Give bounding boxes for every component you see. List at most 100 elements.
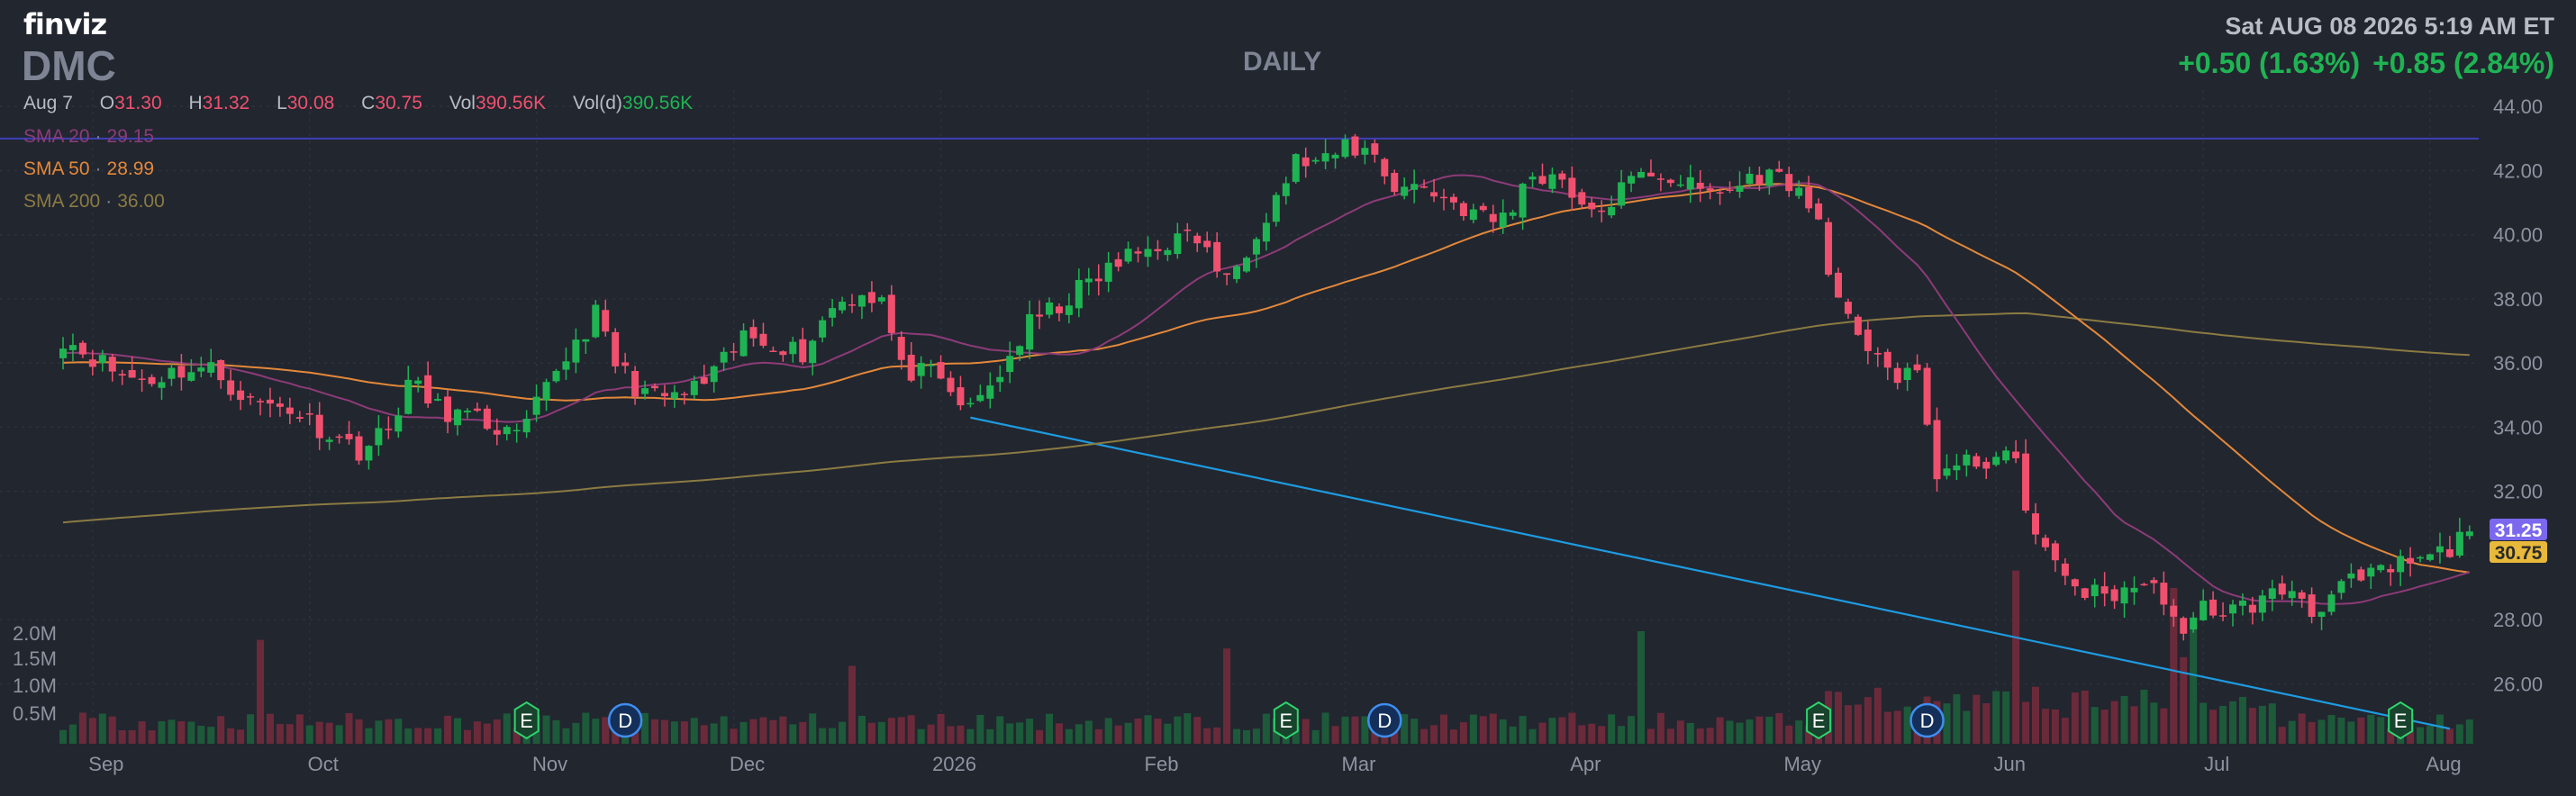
- candle-body: [1854, 316, 1862, 335]
- earnings-marker-icon[interactable]: [2388, 701, 2414, 740]
- volume-bar: [1401, 714, 1409, 744]
- candle-body: [1656, 178, 1664, 180]
- volume-d-value: 390.56K: [621, 93, 694, 113]
- volume-bar: [1016, 722, 1024, 744]
- volume-bar: [1449, 729, 1457, 744]
- volume-bar: [59, 729, 67, 744]
- candle-body: [1696, 182, 1704, 189]
- candle-body: [996, 376, 1004, 383]
- x-tick-label: 2026: [932, 753, 976, 775]
- price-change: +0.50 (1.63%) +0.85 (2.84%): [2165, 47, 2554, 80]
- volume-bar: [295, 714, 304, 744]
- chart-grid: [0, 90, 2479, 744]
- sma20-legend[interactable]: SMA 20 · 29.15: [23, 126, 154, 148]
- earnings-marker-icon[interactable]: [513, 701, 540, 740]
- event-marker-label: E: [1812, 710, 1826, 732]
- candle-body: [631, 371, 639, 397]
- sma50-legend[interactable]: SMA 50 · 28.99: [23, 158, 154, 180]
- candle-body: [2298, 592, 2306, 599]
- candle-body: [286, 407, 294, 414]
- volume-bar: [2298, 713, 2306, 744]
- volume-bar: [1746, 719, 1754, 744]
- candle-body: [1519, 184, 1527, 218]
- sma20-value: 29.15: [106, 126, 155, 147]
- volume-bar: [937, 713, 945, 744]
- volume-bar: [1775, 713, 1783, 744]
- candle-body: [1716, 192, 1724, 194]
- close-label: C: [361, 93, 376, 113]
- volume-bar: [266, 713, 274, 744]
- candle-body: [1628, 176, 1636, 184]
- x-tick-label: Aug: [2426, 753, 2461, 775]
- candle-body: [2190, 617, 2198, 630]
- sma-lines: [62, 174, 2471, 605]
- candle-body: [867, 292, 875, 303]
- dividend-marker-icon[interactable]: [1909, 702, 1945, 738]
- candle-body: [1726, 189, 1734, 191]
- finviz-logo[interactable]: finviz: [23, 7, 107, 41]
- candle-body: [1923, 367, 1931, 425]
- candle-body: [395, 415, 403, 432]
- candle-body: [444, 396, 452, 422]
- y-tick-label: 32.00: [2493, 481, 2543, 503]
- candle-body: [1795, 187, 1803, 196]
- dividend-marker-icon[interactable]: [607, 702, 643, 738]
- candle-body: [877, 297, 885, 302]
- candle-body: [1558, 173, 1566, 180]
- candle-body: [1598, 210, 1606, 213]
- volume-bar: [730, 728, 738, 744]
- candle-body: [276, 403, 284, 407]
- earnings-marker-icon[interactable]: [1273, 701, 1299, 740]
- separator-dot: ·: [105, 191, 113, 212]
- volume-bar: [1578, 725, 1586, 744]
- candle-body: [829, 308, 837, 318]
- volume-bar: [1982, 703, 1991, 744]
- candle-body: [187, 372, 195, 381]
- volume-bar: [710, 723, 718, 744]
- earnings-marker-icon[interactable]: [1806, 701, 1832, 740]
- candle-body: [1973, 456, 1981, 467]
- timestamp: Sat AUG 08 2026 5:19 AM ET: [2225, 13, 2554, 40]
- volume-bar: [1765, 716, 1773, 744]
- candle-body: [2209, 599, 2218, 616]
- sma200-legend[interactable]: SMA 200 · 36.00: [23, 191, 165, 213]
- price-badge: [2490, 541, 2547, 563]
- volume-bar: [385, 719, 393, 744]
- candle-body: [2041, 538, 2049, 547]
- volume-bar: [1164, 723, 1172, 744]
- candle-body: [2120, 587, 2128, 604]
- volume-bar: [2435, 714, 2444, 744]
- trendline-segment[interactable]: [970, 416, 2451, 730]
- candle-body: [1361, 148, 1369, 155]
- x-tick-label: Dec: [730, 753, 765, 775]
- volume-bar: [463, 729, 471, 744]
- volume-bar: [887, 718, 895, 744]
- candle-body: [1341, 139, 1349, 158]
- candle-body: [887, 294, 895, 333]
- candle-body: [1825, 222, 1833, 276]
- separator-dot: ·: [95, 158, 102, 179]
- volume-bar: [355, 719, 363, 744]
- candle-body: [1094, 278, 1102, 282]
- candle-body: [1213, 241, 1221, 272]
- trendline[interactable]: [970, 416, 2451, 730]
- candle-body: [237, 390, 245, 401]
- candle-body: [1104, 262, 1112, 282]
- candle-body: [1933, 420, 1941, 480]
- candle-body: [2071, 579, 2079, 587]
- candle-body: [2308, 594, 2316, 618]
- high-value: 31.32: [202, 93, 250, 113]
- candle-body: [1913, 364, 1921, 371]
- candle-body: [2357, 569, 2365, 581]
- volume-bar: [1036, 729, 1044, 744]
- candle-body: [1844, 302, 1852, 314]
- volume-bar: [789, 724, 797, 744]
- candle-body: [1252, 239, 1260, 255]
- dividend-marker-icon[interactable]: [1367, 702, 1402, 738]
- candlesticks: [59, 133, 2473, 641]
- candle-body: [1016, 346, 1024, 356]
- volume-bar: [168, 719, 176, 744]
